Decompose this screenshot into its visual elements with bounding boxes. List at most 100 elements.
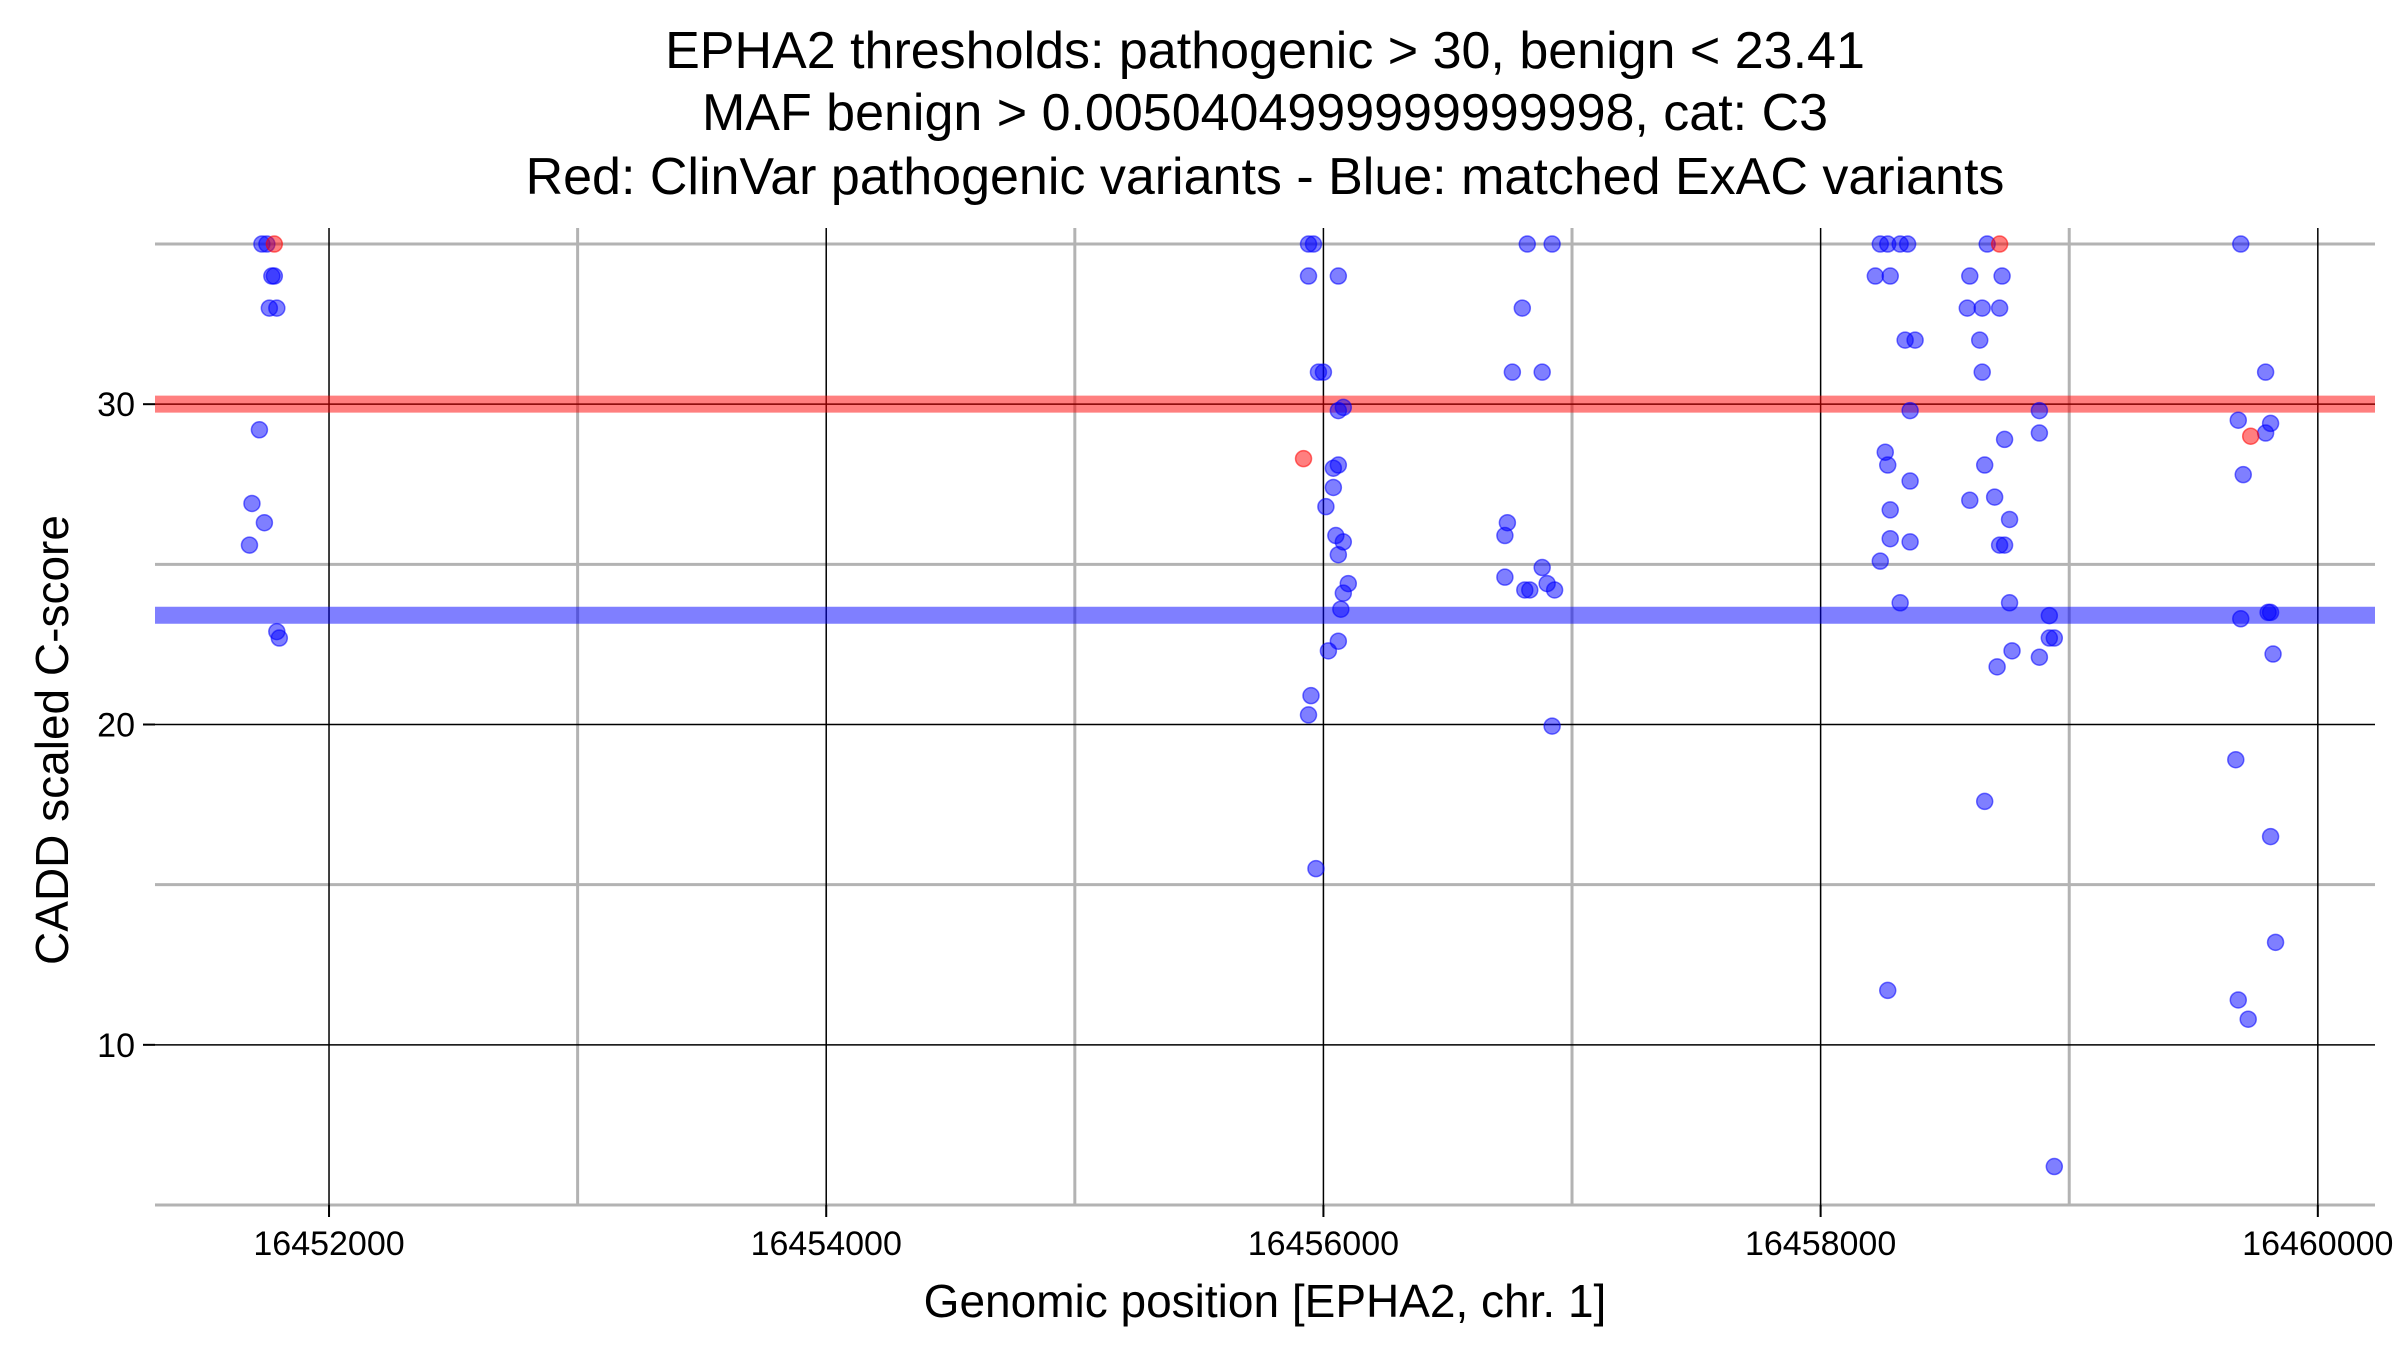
exac-point: [1995, 536, 2014, 554]
exac-point: [2000, 510, 2019, 529]
exac-point: [1545, 581, 1564, 599]
exac-point: [1961, 491, 1979, 510]
x-tick-label: 16456000: [1248, 1225, 1399, 1263]
exac-point: [1871, 552, 1890, 570]
exac-point: [1973, 299, 1991, 317]
exac-point: [1995, 430, 2014, 449]
exac-point: [243, 494, 261, 513]
exac-point: [1503, 363, 1522, 381]
exac-point: [2239, 1010, 2257, 1028]
exac-point: [2266, 933, 2285, 952]
exac-point: [2234, 465, 2252, 484]
exac-point: [1518, 235, 1537, 253]
exac-point: [1334, 398, 1353, 417]
clinvar-point: [1294, 449, 1313, 468]
exac-point: [1329, 456, 1348, 474]
exac-point: [1990, 299, 2009, 317]
exac-point: [265, 267, 284, 285]
exac-point: [1521, 581, 1539, 599]
exac-point: [1334, 584, 1353, 602]
exac-point: [1901, 533, 1919, 551]
exac-point: [255, 513, 274, 532]
exac-point: [1958, 299, 1977, 317]
x-tick-label: 16458000: [1745, 1225, 1896, 1263]
exac-point: [1901, 401, 1919, 420]
title-line-3: Red: ClinVar pathogenic variants - Blue:…: [526, 148, 2005, 206]
exac-point: [1988, 658, 2006, 676]
exac-point: [1881, 501, 1899, 519]
exac-point: [1975, 792, 1994, 811]
exac-point: [2227, 750, 2245, 769]
exac-point: [240, 536, 259, 554]
threshold-lines: [155, 395, 2375, 624]
exac-point: [2229, 991, 2248, 1009]
y-tick-label: 30: [97, 386, 135, 424]
y-axis: 10 20 30: [97, 386, 155, 1065]
exac-point: [1533, 558, 1551, 577]
exac-point: [2261, 603, 2280, 622]
exac-point: [268, 299, 286, 317]
exac-point: [1878, 456, 1897, 474]
x-tick-label: 16460000: [2242, 1225, 2393, 1263]
exac-point: [1898, 235, 1917, 253]
exac-point: [1329, 267, 1348, 285]
exac-point: [2264, 645, 2282, 663]
clinvar-point: [265, 235, 284, 253]
exac-point: [2045, 629, 2064, 647]
x-tick-label: 16454000: [751, 1225, 902, 1263]
exac-point: [2045, 1157, 2064, 1176]
data-points: [240, 235, 2285, 1176]
exac-point: [1985, 488, 2004, 506]
exac-point: [250, 421, 269, 439]
exac-point: [1878, 981, 1897, 1000]
exac-point: [2030, 648, 2049, 666]
x-tick-label: 16452000: [253, 1225, 404, 1263]
exac-point: [2003, 642, 2021, 660]
exac-point: [2000, 594, 2019, 612]
exac-point: [1317, 497, 1335, 516]
exac-point: [2256, 363, 2275, 381]
chart-title: EPHA2 thresholds: pathogenic > 30, benig…: [526, 22, 2005, 206]
exac-point: [1906, 331, 1924, 349]
exac-point: [2030, 401, 2049, 420]
exac-point: [1302, 686, 1320, 705]
exac-point: [2261, 827, 2280, 846]
exac-point: [1970, 331, 1989, 349]
exac-point: [2040, 606, 2059, 625]
exac-point: [1866, 267, 1885, 285]
y-tick-label: 20: [97, 707, 135, 745]
exac-point: [1332, 600, 1350, 618]
clinvar-point: [1990, 235, 2009, 253]
exac-point: [1543, 235, 1561, 253]
exac-point: [1973, 363, 1991, 381]
title-line-2: MAF benign > 0.0050404999999999998, cat:…: [702, 84, 1828, 142]
exac-point: [1304, 235, 1323, 253]
exac-point: [1901, 472, 1919, 490]
exac-point: [1496, 526, 1514, 545]
major-gridlines: [155, 228, 2375, 1205]
exac-point: [1993, 267, 2011, 285]
exac-point: [1319, 642, 1338, 660]
exac-point: [1329, 545, 1348, 564]
exac-point: [1891, 594, 1909, 612]
x-axis-label: Genomic position [EPHA2, chr. 1]: [924, 1275, 1607, 1327]
y-axis-label: CADD scaled C-score: [26, 515, 78, 965]
exac-point: [2256, 424, 2275, 442]
exac-point: [1881, 267, 1899, 285]
exac-point: [270, 629, 289, 647]
exac-point: [1513, 299, 1532, 317]
exac-point: [2232, 235, 2250, 253]
exac-point: [1299, 706, 1318, 724]
exac-point: [1299, 267, 1318, 285]
exac-point: [2030, 424, 2049, 442]
exac-point: [1307, 859, 1325, 878]
exac-point: [1533, 363, 1551, 381]
title-line-1: EPHA2 thresholds: pathogenic > 30, benig…: [665, 22, 1865, 80]
exac-point: [2229, 411, 2248, 429]
exac-point: [2232, 610, 2250, 628]
exac-point: [1975, 456, 1994, 474]
clinvar-point: [2241, 427, 2260, 445]
exac-point: [1543, 717, 1561, 735]
y-tick-label: 10: [97, 1027, 135, 1065]
